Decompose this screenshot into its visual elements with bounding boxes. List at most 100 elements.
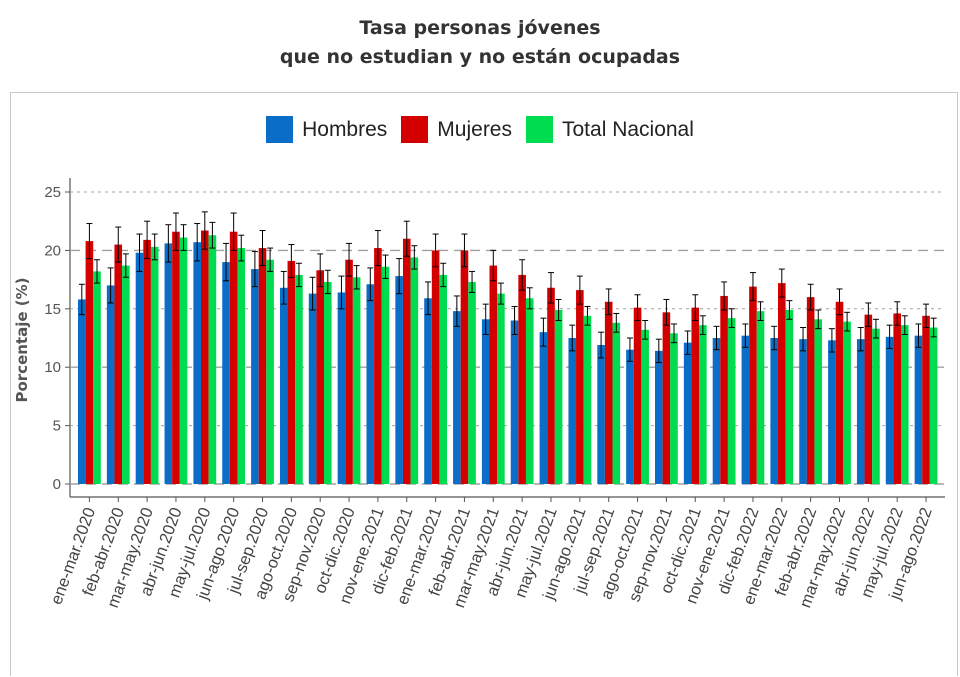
- bar-1-24: [778, 283, 786, 484]
- bar-0-12: [424, 298, 432, 484]
- bar-2-10: [381, 266, 390, 484]
- bar-0-11: [395, 276, 403, 484]
- bar-2-18: [612, 322, 621, 484]
- y-tick-label-10: 10: [44, 359, 61, 376]
- bar-1-11: [402, 238, 411, 484]
- bar-2-11: [410, 257, 419, 484]
- bar-0-8: [308, 293, 317, 484]
- bar-0-5: [222, 262, 230, 484]
- y-tick-label-25: 25: [44, 184, 61, 201]
- bar-2-1: [122, 265, 130, 484]
- bar-0-10: [366, 284, 375, 484]
- bar-2-16: [554, 309, 563, 484]
- bar-0-18: [597, 345, 605, 484]
- bar-2-6: [266, 259, 274, 484]
- legend-label-mujeres: Mujeres: [437, 117, 512, 141]
- bar-0-25: [799, 339, 807, 484]
- bar-0-23: [741, 335, 750, 484]
- legend-swatch-mujeres: [401, 116, 429, 143]
- bar-1-21: [691, 307, 700, 484]
- y-tick-label-0: 0: [53, 476, 61, 493]
- bar-1-5: [229, 231, 238, 484]
- bar-2-4: [208, 235, 217, 484]
- bar-1-18: [604, 301, 613, 484]
- legend-swatch-total-nacional: [526, 116, 553, 143]
- bar-0-17: [568, 338, 577, 484]
- bar-1-26: [835, 301, 844, 484]
- bar-0-15: [510, 320, 519, 484]
- bar-0-2: [135, 252, 144, 484]
- bar-2-9: [352, 277, 361, 484]
- bar-2-24: [785, 309, 794, 484]
- y-tick-label-15: 15: [44, 301, 61, 318]
- bar-2-7: [295, 274, 303, 484]
- bar-0-1: [106, 285, 115, 484]
- bar-1-4: [201, 230, 209, 484]
- legend-swatch-hombres: [266, 116, 294, 143]
- bar-0-7: [279, 287, 288, 484]
- bar-2-3: [179, 237, 188, 484]
- bar-2-28: [901, 325, 909, 484]
- bar-0-9: [337, 292, 346, 484]
- bar-1-20: [662, 312, 671, 484]
- bar-1-16: [547, 287, 555, 484]
- chart-title: Tasa personas jóvenes que no estudian y …: [0, 14, 960, 72]
- bar-0-0: [78, 299, 86, 484]
- bar-1-14: [489, 265, 498, 484]
- bar-2-12: [439, 274, 447, 484]
- legend-item-total-nacional: Total Nacional: [526, 116, 694, 143]
- bar-1-23: [749, 286, 757, 484]
- bar-0-28: [885, 336, 894, 484]
- y-tick-label-5: 5: [53, 418, 61, 435]
- bar-2-25: [814, 319, 823, 484]
- bar-0-24: [770, 338, 778, 484]
- bar-2-27: [872, 328, 880, 484]
- bar-0-19: [626, 349, 634, 484]
- bar-1-19: [633, 307, 642, 484]
- chart-title-line-2: que no estudian y no están ocupadas: [279, 46, 681, 68]
- bar-0-27: [856, 339, 865, 484]
- bar-1-7: [287, 260, 296, 484]
- bar-2-2: [150, 246, 159, 484]
- bar-0-22: [712, 338, 721, 484]
- bar-1-17: [576, 290, 584, 484]
- bar-2-26: [843, 321, 851, 484]
- bar-1-13: [460, 250, 469, 484]
- y-tick-label-20: 20: [44, 242, 61, 259]
- chart-panel: [10, 92, 958, 676]
- bar-2-17: [583, 315, 592, 484]
- bar-2-8: [324, 281, 332, 484]
- bar-0-29: [914, 335, 923, 484]
- bar-2-20: [670, 333, 678, 484]
- bar-0-21: [683, 342, 692, 484]
- bar-0-20: [655, 350, 663, 484]
- bar-2-29: [929, 327, 938, 484]
- bar-0-13: [453, 311, 461, 484]
- chart-title-line-1: Tasa personas jóvenes: [359, 17, 601, 39]
- bar-1-3: [172, 231, 180, 484]
- legend-item-mujeres: Mujeres: [401, 116, 512, 143]
- bar-1-29: [922, 315, 930, 484]
- bar-2-15: [525, 298, 534, 484]
- bar-0-16: [539, 332, 548, 484]
- bar-2-22: [727, 318, 736, 484]
- bar-1-8: [316, 270, 324, 484]
- bar-1-2: [143, 239, 151, 484]
- bar-1-1: [114, 244, 123, 484]
- legend-label-hombres: Hombres: [302, 117, 388, 141]
- legend-label-total-nacional: Total Nacional: [562, 117, 694, 141]
- bar-0-3: [164, 243, 173, 484]
- bar-2-0: [93, 271, 101, 484]
- bar-2-23: [756, 311, 765, 484]
- chart-legend: Hombres Mujeres Total Nacional: [0, 116, 960, 143]
- bar-2-13: [468, 281, 476, 484]
- bar-2-19: [641, 329, 649, 484]
- bar-0-4: [193, 242, 201, 484]
- bar-1-10: [374, 248, 382, 484]
- bar-2-5: [237, 248, 246, 484]
- bar-1-15: [518, 274, 526, 484]
- bar-0-14: [481, 319, 490, 484]
- bar-1-9: [345, 259, 353, 484]
- bar-1-25: [806, 297, 815, 484]
